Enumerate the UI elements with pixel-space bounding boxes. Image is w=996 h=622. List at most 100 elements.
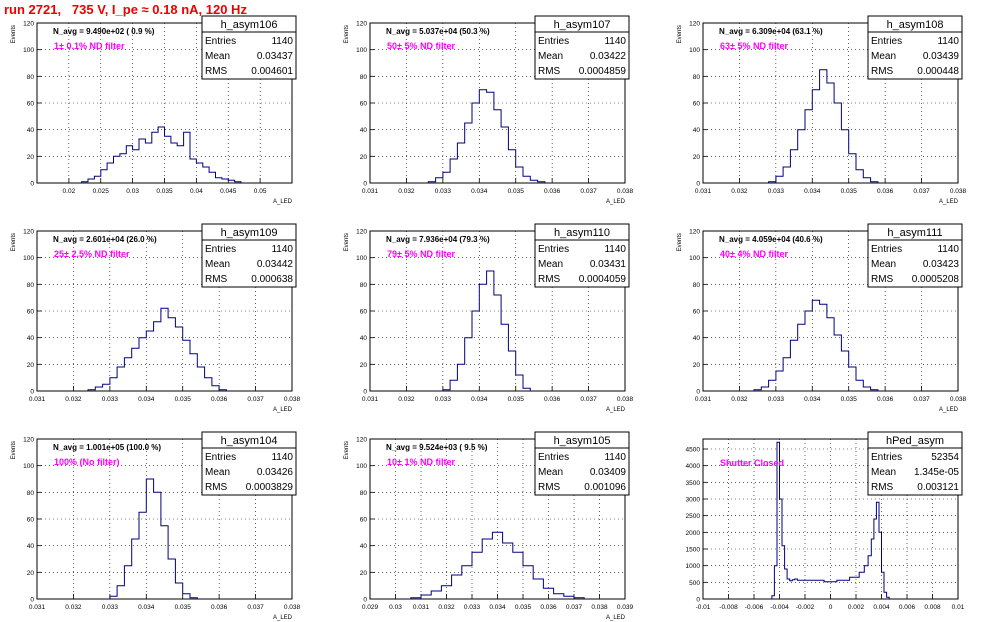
x-tick-label: 0.031 bbox=[29, 396, 46, 403]
navg-label: N_avg = 4.059e+04 (40.6 %) bbox=[719, 235, 823, 244]
x-tick-label: 0.031 bbox=[695, 396, 712, 403]
stats-label: Mean bbox=[538, 259, 563, 270]
y-axis-label: Events bbox=[11, 25, 17, 43]
stats-value: 1140 bbox=[604, 244, 626, 255]
x-tick-label: 0.034 bbox=[471, 396, 488, 403]
x-tick-label: 0.006 bbox=[899, 604, 916, 611]
x-tick-label: 0.034 bbox=[804, 188, 821, 195]
stats-values-box bbox=[201, 31, 297, 80]
x-tick-label: 0.033 bbox=[435, 396, 452, 403]
navg-label: N_avg = 1.001e+05 (100.0 %) bbox=[53, 443, 161, 452]
x-tick-label: -0.002 bbox=[796, 604, 815, 611]
y-tick-label: 40 bbox=[360, 335, 368, 342]
y-tick-label: 0 bbox=[363, 181, 367, 188]
x-tick-label: 0.034 bbox=[138, 604, 155, 611]
y-tick-label: 120 bbox=[356, 21, 367, 28]
x-tick-label: 0.032 bbox=[65, 604, 82, 611]
histogram-line bbox=[81, 126, 242, 183]
stats-value: 0.03439 bbox=[923, 51, 960, 62]
histogram-panel-hPed_asym: -0.01 -0.008 -0.006 -0.004 -0.002 0 0.002 0.004… bbox=[686, 431, 965, 611]
stats-value: 0.0004059 bbox=[579, 274, 627, 285]
x-tick-label: 0.033 bbox=[435, 188, 452, 195]
stats-label: Mean bbox=[871, 467, 896, 478]
y-tick-label: 20 bbox=[360, 362, 368, 369]
stats-label: Entries bbox=[538, 36, 569, 47]
y-tick-label: 60 bbox=[360, 309, 368, 316]
y-axis-label: Events bbox=[11, 441, 17, 459]
stats-label: RMS bbox=[205, 482, 228, 493]
x-tick-label: 0.035 bbox=[175, 604, 192, 611]
x-tick-label: 0.036 bbox=[544, 188, 561, 195]
stats-box: hPed_asym Entries 52354 Mean 1.345e-05 RMS 0.0… bbox=[867, 431, 963, 496]
x-tick-label: 0.05 bbox=[254, 188, 267, 195]
x-tick-label: 0.031 bbox=[413, 604, 430, 611]
y-tick-label: 20 bbox=[693, 154, 701, 161]
y-tick-label: 0 bbox=[363, 597, 367, 604]
y-tick-label: 60 bbox=[360, 517, 368, 524]
x-tick-label: 0.036 bbox=[877, 396, 894, 403]
x-axis-label: A_LED bbox=[606, 407, 626, 413]
stats-box: h_asym111 Entries 1140 Mean 0.03423 RMS 0.0005… bbox=[867, 223, 963, 288]
x-tick-label: 0.037 bbox=[913, 188, 930, 195]
stats-label: Mean bbox=[538, 467, 563, 478]
filter-label: 79± 5% ND filter bbox=[387, 249, 455, 259]
stats-values-box bbox=[201, 447, 297, 496]
y-tick-label: 100 bbox=[689, 47, 700, 54]
stats-label: RMS bbox=[205, 274, 228, 285]
y-tick-label: 20 bbox=[693, 362, 701, 369]
y-tick-label: 100 bbox=[356, 255, 367, 262]
stats-box: h_asym106 Entries 1140 Mean 0.03437 RMS 0.0046… bbox=[201, 15, 297, 80]
x-axis-label: A_LED bbox=[273, 407, 293, 413]
histogram-line bbox=[410, 531, 585, 599]
stats-title: h_asym111 bbox=[887, 227, 942, 239]
histogram-panel-h_asym109: 0.031 0.032 0.033 0.034 0.035 0.036 0.037 0.038… bbox=[11, 223, 301, 413]
x-tick-label: 0.035 bbox=[175, 396, 192, 403]
stats-value: 0.03426 bbox=[257, 467, 294, 478]
x-tick-label: 0.033 bbox=[768, 396, 785, 403]
x-tick-label: 0.037 bbox=[247, 396, 264, 403]
stats-title: h_asym109 bbox=[221, 227, 278, 239]
filter-label: 63± 5% ND filter bbox=[720, 41, 788, 51]
histogram-line bbox=[442, 270, 531, 391]
filter-label: 50± 5% ND filter bbox=[387, 41, 455, 51]
stats-values-box bbox=[534, 239, 630, 288]
y-tick-label: 120 bbox=[356, 229, 367, 236]
x-tick-label: 0.045 bbox=[220, 188, 237, 195]
y-tick-label: 80 bbox=[360, 282, 368, 289]
stats-value: 1140 bbox=[604, 452, 626, 463]
y-tick-label: 120 bbox=[23, 21, 34, 28]
stats-value: 0.0003829 bbox=[246, 482, 294, 493]
y-axis-label: Events bbox=[344, 25, 350, 43]
x-tick-label: -0.008 bbox=[719, 604, 738, 611]
stats-values-box bbox=[867, 447, 963, 496]
y-tick-label: 100 bbox=[356, 463, 367, 470]
x-tick-label: 0.035 bbox=[508, 396, 525, 403]
stats-label: Mean bbox=[205, 467, 230, 478]
stats-box: h_asym107 Entries 1140 Mean 0.03422 RMS 0.0004… bbox=[534, 15, 630, 80]
x-tick-label: 0.031 bbox=[362, 396, 379, 403]
y-tick-label: 0 bbox=[30, 181, 34, 188]
stats-label: Entries bbox=[205, 452, 236, 463]
y-axis-label: Events bbox=[677, 233, 683, 251]
y-tick-label: 60 bbox=[27, 517, 35, 524]
x-tick-label: -0.004 bbox=[770, 604, 789, 611]
x-tick-label: 0.008 bbox=[924, 604, 941, 611]
stats-values-box bbox=[534, 31, 630, 80]
y-tick-label: 500 bbox=[689, 580, 700, 587]
x-tick-label: 0.033 bbox=[102, 396, 119, 403]
y-axis-label: Events bbox=[11, 233, 17, 251]
y-tick-label: 40 bbox=[27, 335, 35, 342]
stats-value: 0.03423 bbox=[923, 259, 960, 270]
x-tick-label: 0.034 bbox=[138, 396, 155, 403]
x-tick-label: 0.031 bbox=[695, 188, 712, 195]
x-tick-label: 0.032 bbox=[438, 604, 455, 611]
stats-value: 0.03431 bbox=[590, 259, 627, 270]
x-tick-label: 0.039 bbox=[617, 604, 634, 611]
y-tick-label: 0 bbox=[30, 389, 34, 396]
y-axis-label: Events bbox=[677, 25, 683, 43]
y-tick-label: 1500 bbox=[686, 547, 701, 554]
histogram-panel-h_asym110: 0.031 0.032 0.033 0.034 0.035 0.036 0.037 0.038… bbox=[344, 223, 634, 413]
x-tick-label: 0.032 bbox=[65, 396, 82, 403]
x-tick-label: 0.036 bbox=[877, 188, 894, 195]
